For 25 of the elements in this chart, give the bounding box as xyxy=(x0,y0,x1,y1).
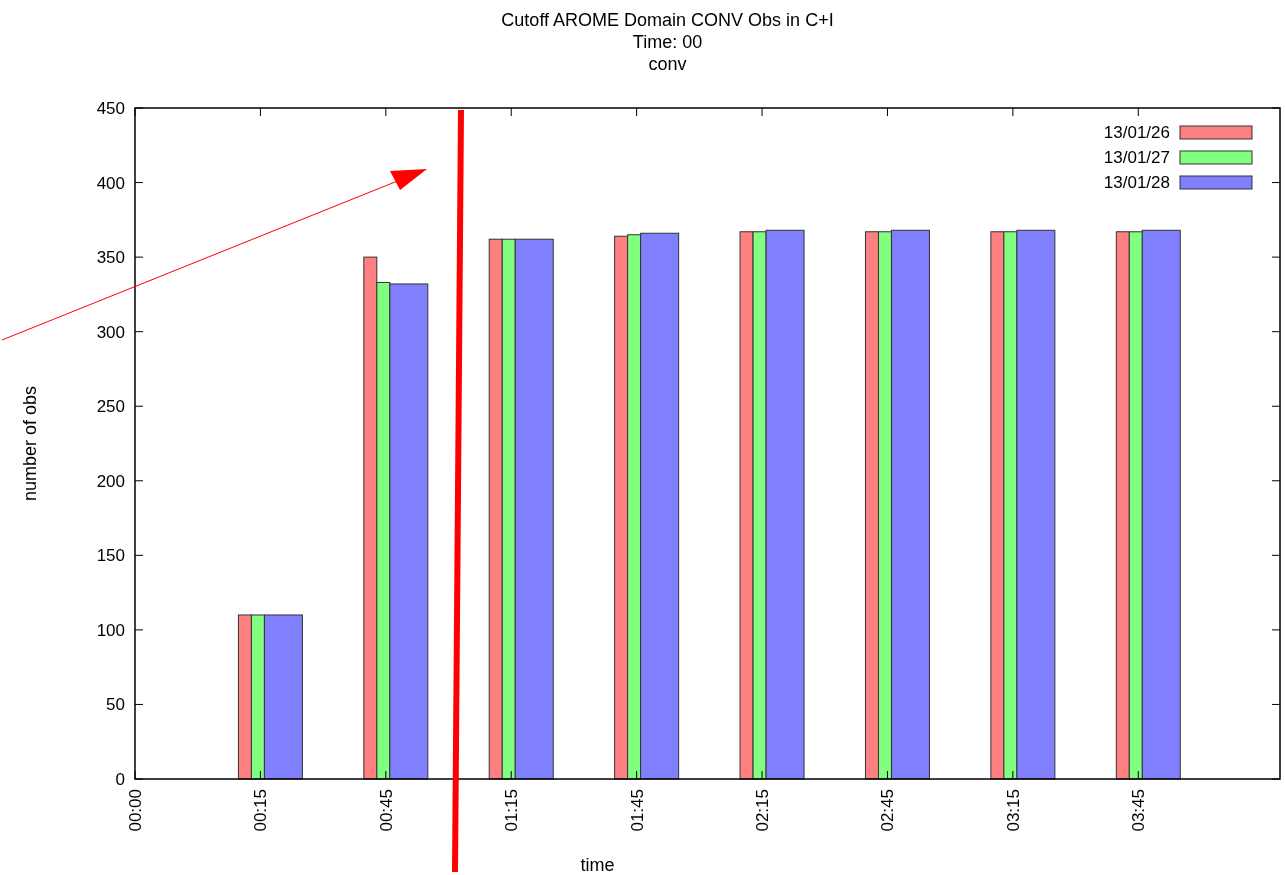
y-tick-label: 0 xyxy=(115,770,125,789)
x-tick-label: 03:45 xyxy=(1129,789,1149,832)
x-tick-label: 01:45 xyxy=(627,789,647,832)
y-tick-label: 300 xyxy=(96,322,125,342)
y-tick-label: 350 xyxy=(96,248,125,268)
y-tick-label: 400 xyxy=(96,173,125,193)
chart-title: Cutoff AROME Domain CONV Obs in C+I Time: 00 conv xyxy=(501,10,834,74)
x-tick-label: 00:15 xyxy=(251,789,271,832)
x-tick-label: 02:45 xyxy=(878,789,898,832)
x-tick-label: 01:15 xyxy=(502,789,522,832)
x-axis-title: time xyxy=(580,855,615,875)
x-tick-label: 02:15 xyxy=(753,789,773,832)
legend-label: 13/01/28 xyxy=(1103,173,1170,192)
y-tick-label: 150 xyxy=(96,546,125,566)
y-axis-title: number of obs xyxy=(20,385,40,502)
y-tick-label: 450 xyxy=(96,99,125,118)
x-tick-label: 00:00 xyxy=(126,789,145,832)
x-tick-label: 00:45 xyxy=(376,789,396,832)
y-tick-label: 50 xyxy=(106,695,125,715)
y-tick-label: 250 xyxy=(96,397,125,417)
x-tick-label: 03:15 xyxy=(1003,789,1023,832)
y-tick-label: 200 xyxy=(96,471,125,491)
legend-label: 13/01/27 xyxy=(1103,148,1170,167)
legend-label: 13/01/26 xyxy=(1103,123,1170,142)
y-tick-label: 100 xyxy=(96,620,125,640)
